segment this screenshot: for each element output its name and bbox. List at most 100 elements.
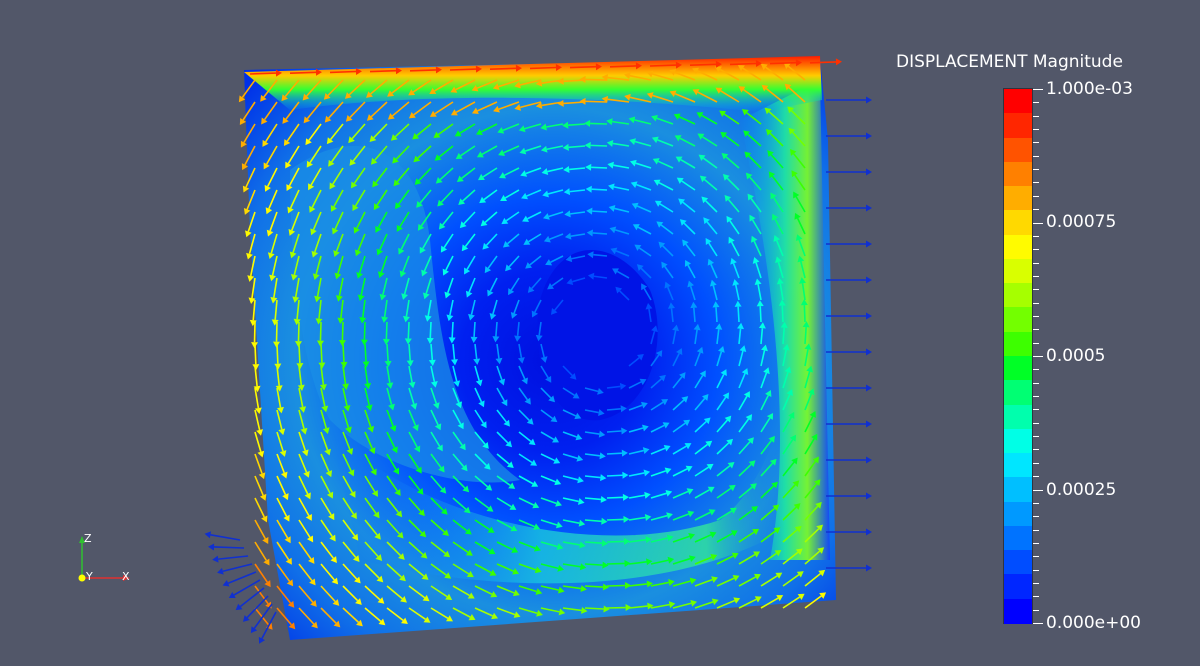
vector-glyph (315, 299, 323, 325)
vector-glyph (672, 555, 696, 565)
scale-tick (1033, 582, 1039, 584)
vector-glyph (687, 280, 696, 301)
vector-glyph (357, 277, 366, 302)
vector-glyph (424, 299, 432, 322)
vector-glyph (386, 497, 403, 518)
vector-glyph (540, 607, 566, 616)
vector-glyph (669, 69, 696, 81)
vector-glyph (715, 87, 740, 103)
scale-tick (1033, 249, 1039, 251)
vector-glyph (482, 233, 498, 250)
vector-glyph (342, 519, 359, 541)
vector-glyph (563, 188, 586, 196)
vector-glyph (760, 595, 784, 609)
vector-glyph (297, 365, 305, 392)
vector-glyph (498, 145, 520, 156)
vector-glyph (585, 185, 608, 193)
vector-glyph (496, 607, 521, 618)
scale-tick (1033, 502, 1039, 504)
vector-glyph (360, 321, 368, 346)
vector-glyph (408, 541, 428, 559)
vector-glyph (641, 283, 652, 301)
vector-glyph (650, 512, 673, 521)
vector-glyph (518, 409, 534, 425)
top-vector-glyph (449, 65, 482, 73)
vector-glyph (354, 233, 366, 257)
vector-glyph (584, 583, 610, 591)
vector-glyph (760, 412, 774, 433)
vector-glyph (692, 67, 718, 81)
vector-glyph (764, 107, 784, 125)
vector-glyph (562, 453, 584, 462)
vector-glyph (787, 106, 806, 125)
vector-glyph (628, 536, 652, 544)
vector-glyph (246, 233, 256, 260)
color-swatch (1004, 380, 1032, 406)
vector-glyph (406, 343, 414, 367)
vector-glyph (399, 255, 410, 278)
vector-glyph (760, 481, 778, 499)
vector-glyph (584, 141, 608, 149)
vector-glyph (518, 453, 538, 466)
scale-tick (1033, 315, 1039, 317)
vector-glyph (454, 123, 476, 137)
vector-glyph (587, 272, 608, 280)
vector-glyph (721, 152, 740, 169)
y-axis-dot-icon (78, 574, 86, 582)
vector-glyph (606, 493, 629, 501)
vector-glyph (606, 382, 627, 390)
color-scale-bar[interactable] (1003, 88, 1033, 624)
corner-vector-glyph (208, 543, 245, 551)
vector-glyph (650, 467, 672, 477)
vector-glyph (320, 409, 330, 434)
vector-glyph (476, 145, 498, 158)
vector-glyph (564, 232, 586, 240)
top-vector-glyph (689, 60, 722, 68)
color-swatch (1004, 186, 1032, 211)
vector-glyph (804, 501, 822, 521)
boundary-vector-glyph (826, 168, 872, 176)
vector-glyph (773, 234, 784, 257)
vector-glyph (562, 387, 580, 399)
legend-title: DISPLACEMENT Magnitude (896, 52, 1123, 72)
scale-tick (1033, 569, 1039, 571)
vector-glyph (320, 519, 336, 542)
vector-glyph (782, 343, 790, 367)
vector-glyph (242, 167, 256, 193)
vector-glyph (337, 299, 345, 324)
vector-glyph (540, 519, 563, 529)
vector-glyph (430, 365, 438, 388)
vector-glyph (705, 238, 718, 257)
scale-tick (1033, 289, 1039, 291)
vector-glyph (650, 325, 658, 345)
vector-glyph (370, 145, 388, 165)
vector-glyph (276, 409, 286, 436)
vector-glyph (584, 119, 608, 127)
vector-glyph (804, 365, 814, 389)
vector-glyph (320, 453, 333, 478)
vector-glyph (518, 519, 541, 530)
vector-glyph (364, 563, 384, 583)
vector-glyph (452, 541, 473, 556)
scale-tick (1033, 476, 1039, 478)
vector-glyph (535, 321, 543, 342)
vector-glyph (320, 585, 340, 606)
vector-glyph (474, 431, 489, 449)
vector-glyph (722, 174, 740, 191)
vector-glyph (609, 226, 630, 235)
vector-glyph (342, 475, 356, 498)
scale-tick (1033, 115, 1039, 117)
vector-glyph (430, 431, 443, 452)
vector-glyph (408, 607, 431, 623)
vector-glyph (628, 602, 654, 610)
scale-tick (1033, 222, 1043, 224)
vector-glyph (290, 255, 300, 281)
vector-glyph (521, 189, 542, 200)
vector-glyph (352, 189, 366, 212)
vector-glyph (628, 424, 649, 433)
vector-glyph (563, 165, 586, 173)
top-vector-glyph (529, 63, 562, 71)
vector-glyph (804, 524, 823, 543)
